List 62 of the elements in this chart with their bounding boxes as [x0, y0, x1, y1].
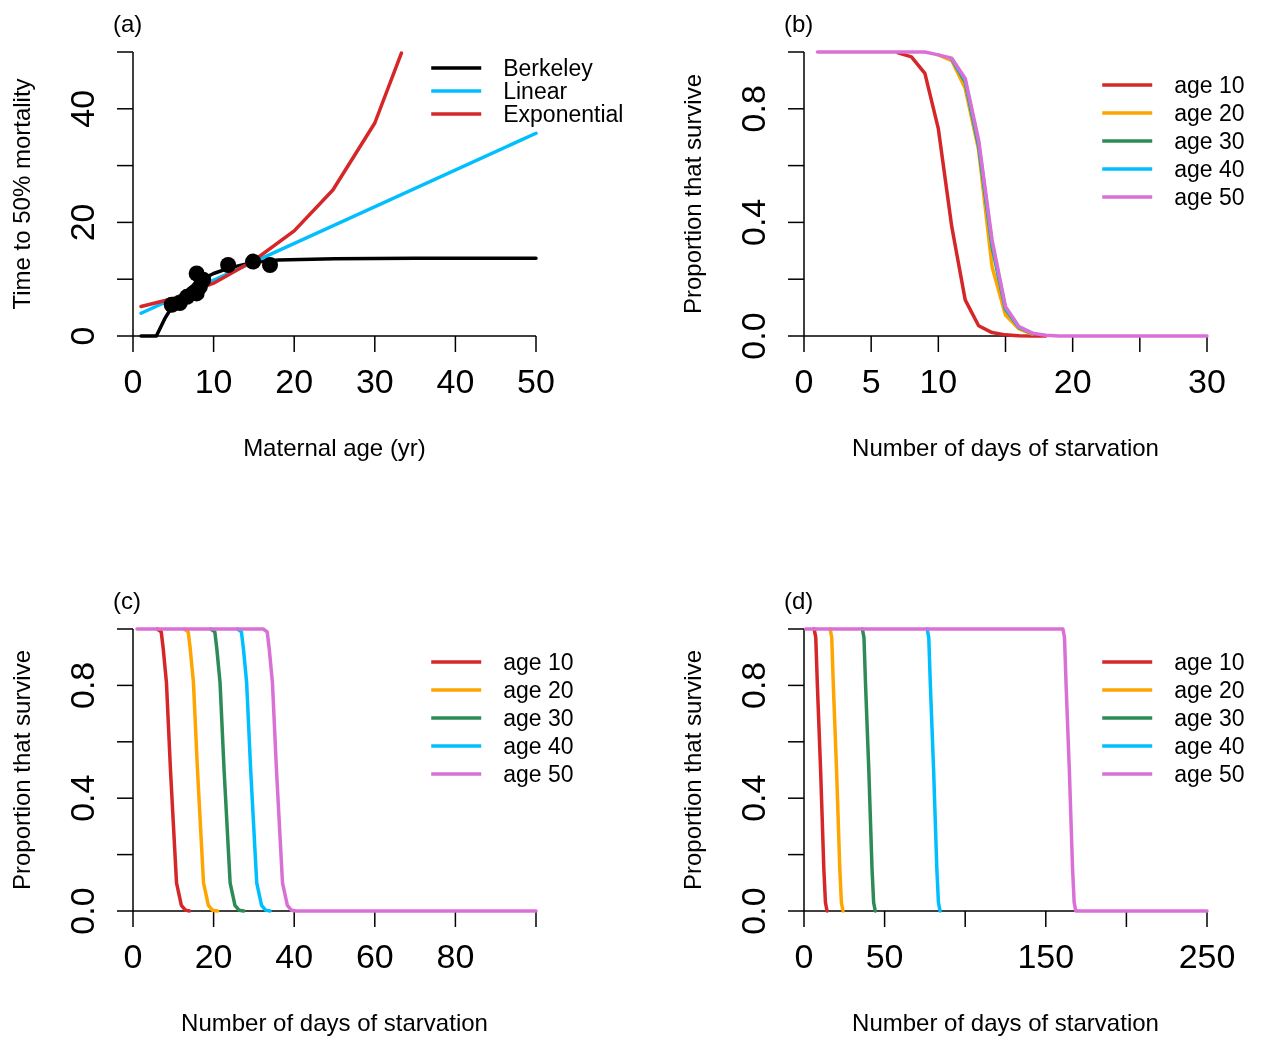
x-axis-title: Number of days of starvation	[181, 1009, 488, 1036]
y-tick-label: 0.8	[63, 661, 101, 710]
legend-label: age 10	[503, 649, 574, 675]
y-tick-label: 40	[63, 89, 101, 128]
x-tick-label: 30	[1188, 362, 1226, 400]
legend-label: age 50	[1174, 184, 1245, 210]
legend-label: Exponential	[503, 101, 624, 127]
legend-label: age 40	[1174, 733, 1245, 759]
x-tick-label: 50	[865, 937, 904, 975]
x-tick-label: 40	[436, 362, 475, 400]
x-tick-label: 40	[275, 937, 314, 975]
y-axis-title: Proportion that survive	[679, 649, 706, 891]
chart-title: (c)	[113, 587, 141, 614]
x-tick-label: 10	[919, 362, 958, 400]
legend-label: Linear	[503, 78, 568, 104]
x-tick-label: 20	[1053, 362, 1092, 400]
x-tick-label: 20	[275, 362, 314, 400]
legend-label: age 20	[503, 677, 574, 703]
y-tick-label: 0.4	[734, 774, 772, 822]
legend-label: age 30	[503, 705, 574, 731]
x-tick-label: 60	[355, 937, 394, 975]
legend-label: age 20	[1174, 677, 1245, 703]
legend-label: age 30	[1174, 128, 1245, 154]
chart-title: (a)	[113, 10, 143, 37]
x-tick-label: 0	[794, 362, 814, 400]
x-axis-title: Maternal age (yr)	[243, 434, 426, 461]
chart-title: (b)	[784, 10, 814, 37]
legend-label: age 10	[1174, 72, 1245, 98]
y-axis-title: Time to 50% mortality	[8, 78, 35, 310]
x-axis-title: Number of days of starvation	[852, 434, 1159, 461]
y-axis-title: Proportion that survive	[679, 73, 706, 315]
y-tick-label: 20	[63, 203, 101, 242]
legend-label: age 40	[1174, 156, 1245, 182]
x-tick-label: 5	[861, 362, 881, 400]
legend-label: Berkeley	[503, 55, 594, 81]
y-tick-label: 0.4	[734, 198, 772, 247]
legend-label: age 40	[503, 733, 574, 759]
x-tick-label: 20	[194, 937, 233, 975]
legend-label: age 10	[1174, 649, 1245, 675]
legend-label: age 50	[503, 761, 574, 787]
x-tick-label: 80	[436, 937, 475, 975]
x-tick-label: 50	[517, 362, 555, 400]
y-tick-label: 0.8	[734, 661, 772, 710]
x-tick-label: 10	[194, 362, 233, 400]
chart-title: (d)	[784, 587, 814, 614]
y-tick-label: 0.0	[734, 887, 772, 935]
x-axis-title: Number of days of starvation	[852, 1009, 1159, 1036]
y-tick-label: 0.8	[734, 85, 772, 133]
y-tick-label: 0.0	[63, 887, 101, 935]
y-tick-label: 0.4	[63, 774, 101, 822]
x-tick-label: 150	[1017, 937, 1075, 975]
legend-label: age 50	[1174, 761, 1245, 787]
y-tick-label: 0.0	[734, 312, 772, 360]
legend-label: age 30	[1174, 705, 1245, 731]
y-axis-title: Proportion that survive	[8, 649, 35, 891]
x-tick-label: 30	[355, 362, 394, 400]
legend-label: age 20	[1174, 100, 1245, 126]
x-tick-label: 0	[794, 937, 814, 975]
x-tick-label: 0	[123, 937, 143, 975]
x-tick-label: 250	[1178, 937, 1236, 975]
y-tick-label: 0	[63, 326, 101, 346]
x-tick-label: 0	[123, 362, 143, 400]
